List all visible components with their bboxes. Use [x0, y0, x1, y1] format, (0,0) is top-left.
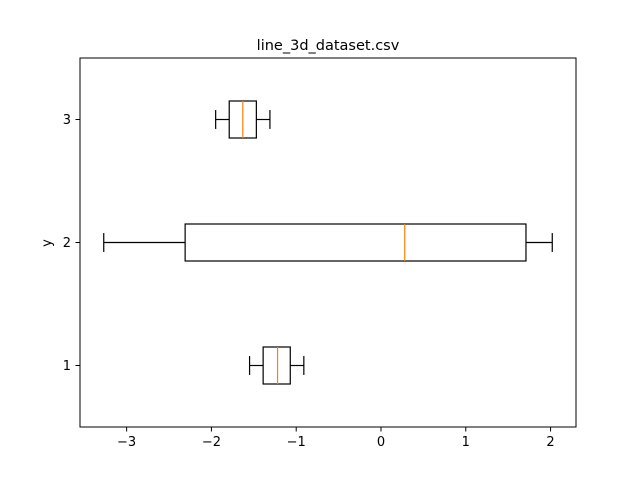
- x-tick-label-5: 2: [546, 435, 554, 450]
- plot-area: −3 −2 −1 0 1 2 1 2 3: [63, 57, 577, 450]
- chart-title: line_3d_dataset.csv: [257, 38, 400, 54]
- series-1-box: [262, 346, 291, 385]
- x-tick-label-1: −2: [202, 435, 221, 450]
- y-tick-label-1: 2: [63, 236, 71, 251]
- x-tick-label-3: 0: [377, 435, 385, 450]
- y-axis-label: y: [40, 239, 55, 247]
- y-tick-label-2: 3: [63, 113, 71, 128]
- x-tick-label-4: 1: [462, 435, 470, 450]
- series-2-box: [184, 223, 527, 262]
- y-tick-label-0: 1: [63, 359, 71, 374]
- x-tick-label-0: −3: [117, 435, 136, 450]
- x-tick-label-2: −1: [287, 435, 306, 450]
